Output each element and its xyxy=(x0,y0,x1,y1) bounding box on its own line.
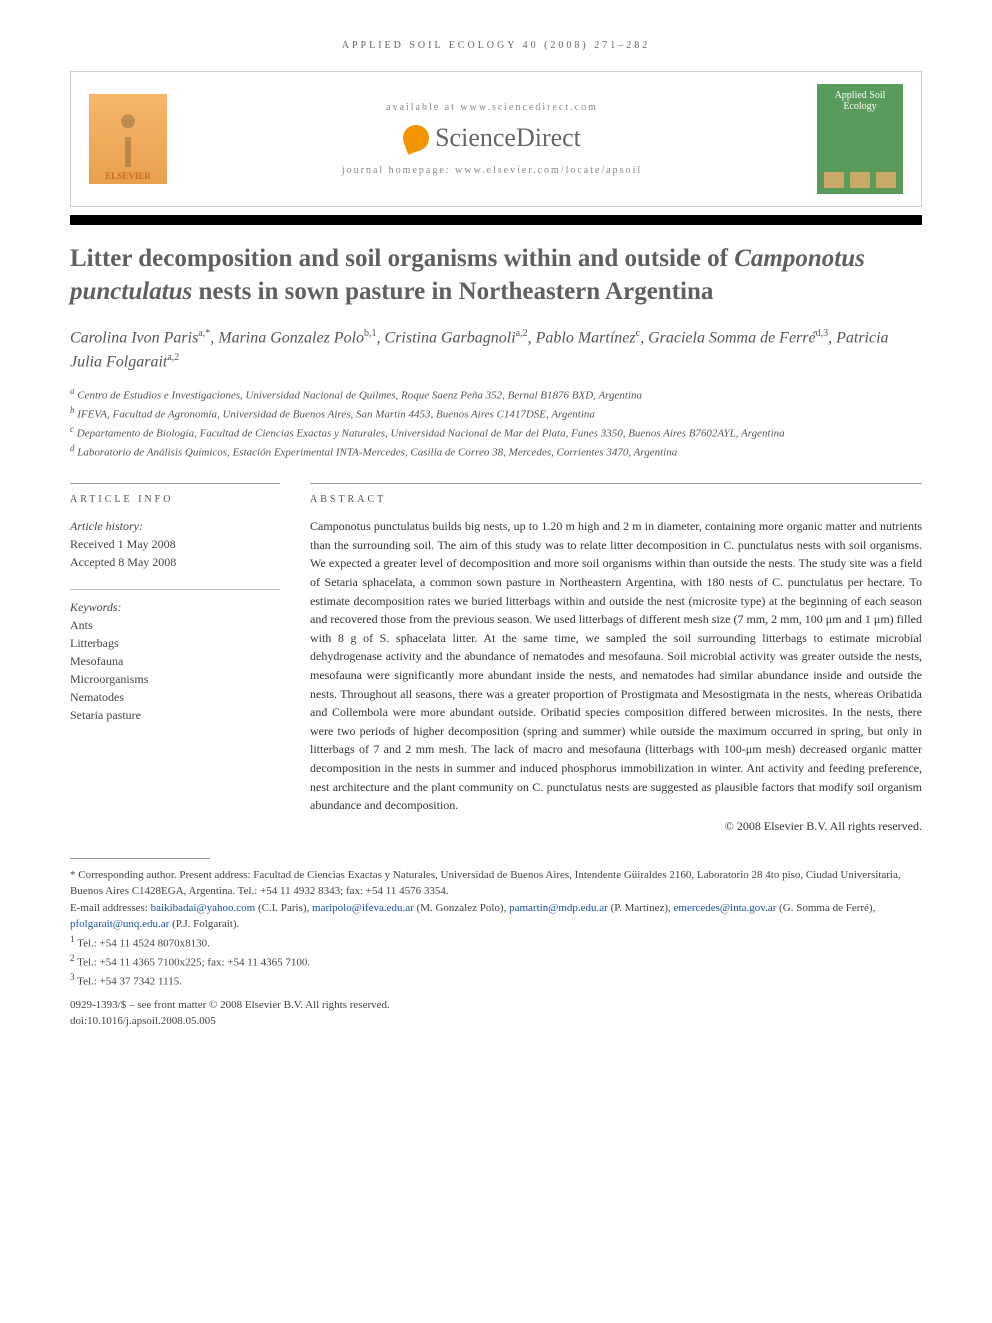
keyword-item: Setaria pasture xyxy=(70,706,280,724)
keywords-block: Keywords: AntsLitterbagsMesofaunaMicroor… xyxy=(70,598,280,724)
abstract-text: Camponotus punctulatus builds big nests,… xyxy=(310,517,922,815)
abstract-column: ABSTRACT Camponotus punctulatus builds b… xyxy=(310,483,922,834)
publication-ids: 0929-1393/$ – see front matter © 2008 El… xyxy=(70,998,922,1029)
title-pre: Litter decomposition and soil organisms … xyxy=(70,245,734,272)
tel-line: 1 Tel.: +54 11 4524 8070x8130. xyxy=(70,933,922,952)
keywords-label: Keywords: xyxy=(70,598,280,616)
elsevier-label: ELSEVIER xyxy=(105,171,151,181)
title-post: nests in sown pasture in Northeastern Ar… xyxy=(192,278,713,305)
cover-thumb-icon xyxy=(850,172,870,188)
journal-header: ELSEVIER available at www.sciencedirect.… xyxy=(70,71,922,207)
affiliation-list: a Centro de Estudios e Investigaciones, … xyxy=(70,385,922,462)
issn-line: 0929-1393/$ – see front matter © 2008 El… xyxy=(70,998,922,1013)
info-abstract-row: ARTICLE INFO Article history: Received 1… xyxy=(70,483,922,834)
header-center: available at www.sciencedirect.com Scien… xyxy=(185,102,799,176)
journal-cover-title: Applied Soil Ecology xyxy=(821,90,899,112)
doi-line: doi:10.1016/j.apsoil.2008.05.005 xyxy=(70,1014,922,1029)
abstract-heading: ABSTRACT xyxy=(310,483,922,505)
journal-cover-thumbnail: Applied Soil Ecology xyxy=(817,84,903,194)
sciencedirect-label: ScienceDirect xyxy=(435,123,581,153)
elsevier-tree-icon xyxy=(103,109,153,167)
history-label: Article history: xyxy=(70,517,280,535)
email-link[interactable]: baikibadai@yahoo.com xyxy=(151,902,256,914)
corresponding-author-note: * Corresponding author. Present address:… xyxy=(70,867,922,900)
affiliation-line: c Departamento de Biología, Facultad de … xyxy=(70,423,922,442)
email-link[interactable]: pfolgarait@unq.edu.ar xyxy=(70,918,169,930)
article-info-heading: ARTICLE INFO xyxy=(70,483,280,505)
cover-thumb-icon xyxy=(876,172,896,188)
available-at-text: available at www.sciencedirect.com xyxy=(185,102,799,113)
running-head: APPLIED SOIL ECOLOGY 40 (2008) 271–282 xyxy=(70,40,922,51)
article-history-block: Article history: Received 1 May 2008 Acc… xyxy=(70,517,280,571)
email-link[interactable]: maripolo@ifeva.edu.ar xyxy=(312,902,414,914)
footnotes: * Corresponding author. Present address:… xyxy=(70,867,922,990)
abstract-copyright: © 2008 Elsevier B.V. All rights reserved… xyxy=(310,819,922,834)
tel-line: 3 Tel.: +54 37 7342 1115. xyxy=(70,971,922,990)
affiliation-line: b IFEVA, Facultad de Agronomía, Universi… xyxy=(70,404,922,423)
article-page: APPLIED SOIL ECOLOGY 40 (2008) 271–282 E… xyxy=(0,0,992,1059)
footnote-rule xyxy=(70,858,210,859)
keyword-item: Litterbags xyxy=(70,634,280,652)
tel-line: 2 Tel.: +54 11 4365 7100x225; fax: +54 1… xyxy=(70,952,922,971)
affiliation-line: a Centro de Estudios e Investigaciones, … xyxy=(70,385,922,404)
journal-homepage-text: journal homepage: www.elsevier.com/locat… xyxy=(185,165,799,176)
keyword-item: Ants xyxy=(70,616,280,634)
keyword-item: Nematodes xyxy=(70,688,280,706)
accepted-date: Accepted 8 May 2008 xyxy=(70,553,280,571)
affiliation-line: d Laboratorio de Análisis Químicos, Esta… xyxy=(70,442,922,461)
elsevier-logo: ELSEVIER xyxy=(89,94,167,184)
title-separator-bar xyxy=(70,215,922,225)
keyword-item: Mesofauna xyxy=(70,652,280,670)
email-link[interactable]: pamartin@mdp.edu.ar xyxy=(509,902,608,914)
article-info-column: ARTICLE INFO Article history: Received 1… xyxy=(70,483,280,834)
received-date: Received 1 May 2008 xyxy=(70,535,280,553)
sciencedirect-swoosh-icon xyxy=(399,121,432,154)
sciencedirect-logo: ScienceDirect xyxy=(403,123,581,153)
article-title: Litter decomposition and soil organisms … xyxy=(70,243,922,308)
journal-cover-thumbs xyxy=(821,172,899,188)
cover-thumb-icon xyxy=(824,172,844,188)
keywords-divider xyxy=(70,589,280,590)
author-list: Carolina Ivon Parisa,*, Marina Gonzalez … xyxy=(70,326,922,375)
email-link[interactable]: emercedes@inta.gov.ar xyxy=(674,902,777,914)
keyword-item: Microorganisms xyxy=(70,670,280,688)
email-line: E-mail addresses: baikibadai@yahoo.com (… xyxy=(70,900,922,933)
